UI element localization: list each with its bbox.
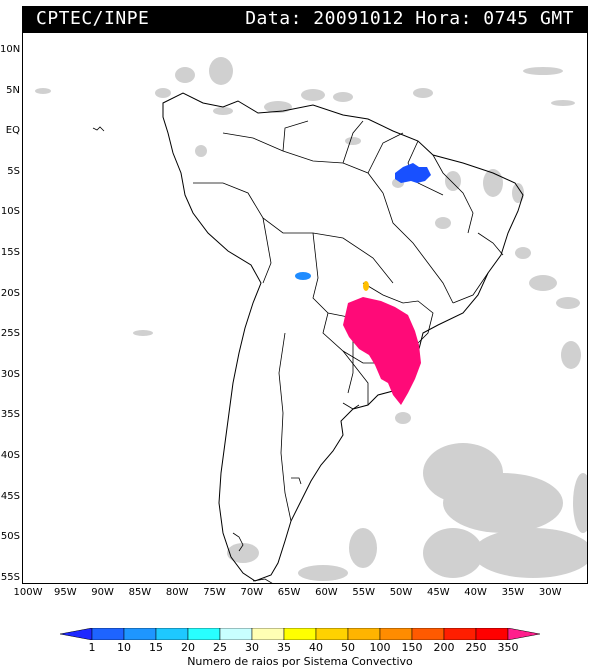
longitude-label: 40W (464, 587, 487, 598)
bolivia-system (295, 272, 311, 280)
latitude-label: 55S (0, 571, 20, 583)
colorbar-tick-label: 100 (369, 641, 391, 654)
latitude-label: 25S (0, 328, 20, 340)
colorbar-swatch (315, 628, 349, 640)
colorbar-swatch (411, 628, 445, 640)
colorbar-tick-label: 20 (181, 641, 195, 654)
longitude-label: 60W (315, 587, 338, 598)
south-america-coastline (162, 92, 524, 582)
longitude-label: 75W (203, 587, 226, 598)
colorbar-swatch (347, 628, 381, 640)
colorbar-tick-label: 35 (277, 641, 291, 654)
longitude-label: 45W (426, 587, 450, 598)
colorbar-swatch (219, 628, 253, 640)
date-time-info: Data: 20091012 Hora: 0745 GMT (245, 8, 574, 29)
longitude-label: 85W (128, 587, 152, 598)
header-bar: CPTEC/INPE Data: 20091012 Hora: 0745 GMT (22, 6, 588, 32)
colorbar-tick-label: 200 (433, 641, 455, 654)
maranhao-system (395, 163, 431, 183)
colorbar-tick-label: 15 (149, 641, 163, 654)
latitude-label: 10S (0, 206, 20, 218)
latitude-label: 30S (0, 368, 20, 380)
colorbar-tick-label: 150 (401, 641, 423, 654)
longitude-label: 65W (277, 587, 301, 598)
latitude-label: 35S (0, 409, 20, 421)
colorbar-tick-label: 250 (465, 641, 487, 654)
longitude-label: 50W (389, 587, 413, 598)
longitude-label: 90W (91, 587, 114, 598)
colorbar-tick-label: 350 (497, 641, 519, 654)
colorbar-swatch (443, 628, 477, 640)
cloud-cover (35, 57, 587, 581)
longitude-label: 80W (165, 587, 189, 598)
colorbar-tick-label: 30 (245, 641, 259, 654)
longitude-label: 70W (240, 587, 264, 598)
colorbar-swatch (475, 628, 509, 640)
colorbar-swatch (155, 628, 189, 640)
coastal-islands (92, 126, 360, 583)
south-brazil-system (343, 297, 421, 405)
colorbar-swatch (123, 628, 157, 640)
convective-systems (295, 163, 431, 405)
lightning-colorbar (60, 628, 540, 640)
colorbar-swatch (507, 628, 540, 640)
mato-grosso-system (363, 281, 369, 291)
latitude-label: 5S (7, 165, 20, 177)
latitude-label: 20S (0, 287, 20, 299)
colorbar-swatch (283, 628, 317, 640)
colorbar-tick-label: 10 (117, 641, 131, 654)
institution-title: CPTEC/INPE (36, 8, 150, 29)
colorbar-tick-label: 1 (88, 641, 96, 654)
longitude-label: 100W (13, 587, 43, 598)
colorbar-swatch (251, 628, 285, 640)
colorbar-swatch (91, 628, 125, 640)
longitude-label: 35W (501, 587, 525, 598)
latitude-label: EQ (5, 125, 20, 137)
longitude-label: 55W (352, 587, 375, 598)
latitude-label: 40S (0, 450, 20, 461)
longitude-label: 95W (53, 587, 77, 598)
colorbar-tick-label: 50 (341, 641, 355, 654)
colorbar-tick-label: 25 (213, 641, 227, 654)
latitude-label: 45S (0, 490, 20, 502)
colorbar-title: Numero de raios por Sistema Convectivo (187, 655, 413, 668)
south-america-map (35, 57, 587, 583)
colorbar-swatch (379, 628, 413, 640)
map-panel[interactable] (22, 32, 588, 584)
colorbar-swatch (60, 628, 93, 640)
latitude-label: 10N (0, 44, 21, 55)
latitude-label: 5N (6, 84, 20, 96)
latitude-label: 15S (0, 247, 20, 258)
longitude-label: 30W (538, 587, 562, 598)
colorbar-tick-label: 40 (309, 641, 323, 654)
latitude-label: 50S (0, 531, 20, 543)
colorbar-swatch (187, 628, 221, 640)
